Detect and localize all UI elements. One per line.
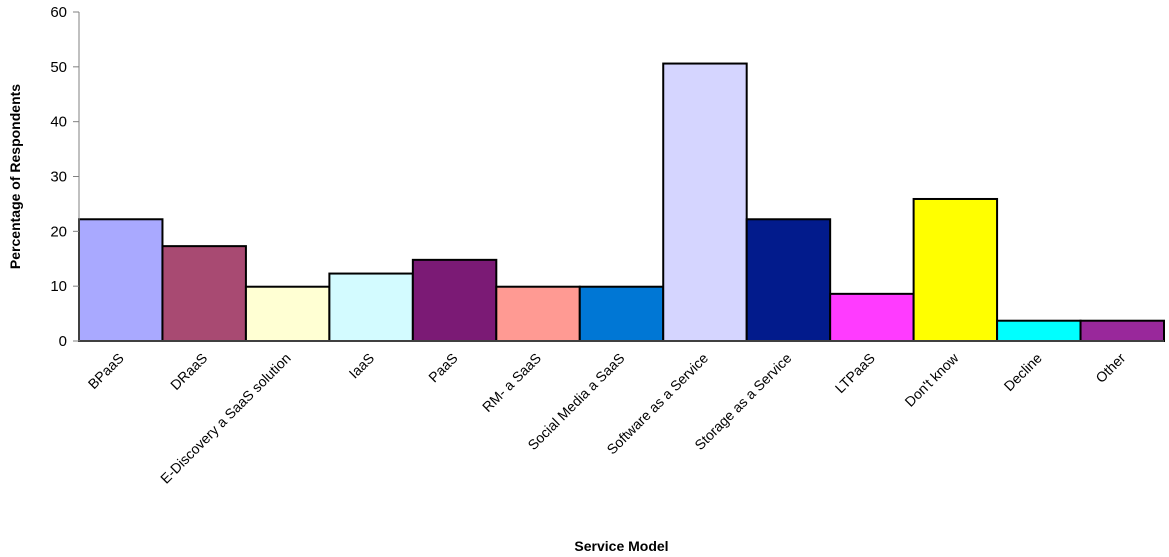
x-tick-label: RM- a SaaS — [479, 350, 544, 415]
x-tick-label: BPaaS — [85, 350, 127, 392]
bar — [829, 292, 915, 342]
bar — [78, 218, 164, 343]
bar — [996, 319, 1082, 343]
y-axis-title: Percentage of Respondents — [7, 84, 23, 269]
x-tick-label: Decline — [1001, 350, 1045, 394]
bar — [161, 245, 247, 342]
y-tick-label: 20 — [50, 223, 67, 240]
bar — [328, 272, 414, 342]
y-tick-label: 40 — [50, 114, 67, 131]
bar — [495, 285, 581, 342]
x-axis-title: Service Model — [574, 538, 668, 554]
x-tick-label: PaaS — [425, 350, 461, 386]
x-tick-label: Other — [1092, 350, 1128, 386]
bar — [244, 285, 331, 342]
bar — [578, 285, 665, 342]
bars — [78, 62, 1165, 343]
bar — [745, 218, 832, 343]
y-tick-label: 60 — [50, 4, 67, 21]
bar — [411, 258, 498, 343]
y-tick-label: 50 — [50, 59, 67, 76]
x-tick-label: IaaS — [346, 350, 378, 382]
bar — [912, 197, 999, 342]
y-tick-label: 30 — [50, 169, 67, 186]
x-tick-label: LTPaaS — [832, 350, 878, 396]
y-tick-label: 0 — [59, 333, 67, 350]
x-tick-label: DRaaS — [167, 350, 210, 393]
bar — [662, 62, 748, 342]
bar — [1079, 319, 1165, 343]
y-tick-label: 10 — [50, 278, 67, 295]
x-tick-label: Don't know — [901, 349, 962, 410]
y-axis-ticks: 0 10 20 30 40 50 60 — [50, 4, 79, 350]
